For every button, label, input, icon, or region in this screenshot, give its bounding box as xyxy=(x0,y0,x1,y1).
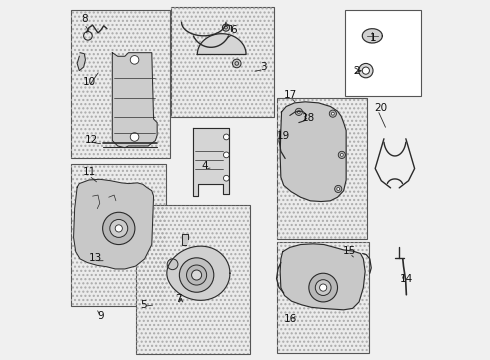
Text: 14: 14 xyxy=(400,274,413,284)
Circle shape xyxy=(223,134,229,140)
Circle shape xyxy=(309,273,338,302)
Text: 16: 16 xyxy=(284,314,297,324)
Circle shape xyxy=(335,185,342,193)
Bar xyxy=(277,242,368,353)
Text: 1: 1 xyxy=(370,33,377,43)
Circle shape xyxy=(297,111,300,113)
Circle shape xyxy=(222,24,230,31)
Circle shape xyxy=(362,67,369,74)
Polygon shape xyxy=(182,234,188,244)
Circle shape xyxy=(223,152,229,158)
Text: 6: 6 xyxy=(230,25,237,35)
Polygon shape xyxy=(280,244,365,310)
Text: 19: 19 xyxy=(277,131,291,141)
Circle shape xyxy=(130,133,139,141)
Circle shape xyxy=(115,225,122,232)
Polygon shape xyxy=(77,53,85,71)
Text: 2: 2 xyxy=(354,66,360,76)
Text: 4: 4 xyxy=(201,161,208,171)
Text: 20: 20 xyxy=(374,103,387,113)
Bar xyxy=(71,10,170,158)
Circle shape xyxy=(337,188,340,190)
Text: 13: 13 xyxy=(89,253,102,263)
Text: 12: 12 xyxy=(85,135,98,145)
Bar xyxy=(172,7,274,117)
Text: 3: 3 xyxy=(260,62,267,72)
Text: 7: 7 xyxy=(175,294,182,304)
Polygon shape xyxy=(363,29,382,43)
Text: 8: 8 xyxy=(81,14,88,24)
Circle shape xyxy=(110,220,128,237)
Circle shape xyxy=(192,270,201,280)
Circle shape xyxy=(319,284,327,291)
Circle shape xyxy=(359,63,373,78)
Bar xyxy=(277,242,368,353)
Text: 9: 9 xyxy=(98,311,104,320)
Polygon shape xyxy=(197,34,246,54)
Text: 15: 15 xyxy=(343,246,356,256)
Text: 18: 18 xyxy=(302,113,316,123)
Circle shape xyxy=(338,151,345,158)
Circle shape xyxy=(102,212,135,244)
Polygon shape xyxy=(280,102,346,202)
Circle shape xyxy=(341,153,343,156)
Bar xyxy=(71,164,166,306)
Text: 17: 17 xyxy=(284,90,297,100)
Bar xyxy=(277,98,367,239)
Polygon shape xyxy=(167,246,230,300)
Polygon shape xyxy=(112,53,157,148)
Circle shape xyxy=(223,175,229,181)
Circle shape xyxy=(232,59,241,68)
Bar xyxy=(136,205,250,354)
Text: 5: 5 xyxy=(141,300,147,310)
Polygon shape xyxy=(74,179,153,269)
Circle shape xyxy=(187,265,207,285)
Bar xyxy=(345,10,421,96)
Text: 10: 10 xyxy=(82,77,96,87)
Circle shape xyxy=(331,112,334,115)
Circle shape xyxy=(167,259,178,270)
Bar xyxy=(172,7,274,117)
Circle shape xyxy=(329,110,337,117)
Bar xyxy=(277,98,367,239)
Text: 11: 11 xyxy=(82,167,96,177)
Circle shape xyxy=(315,280,331,296)
Circle shape xyxy=(179,258,214,292)
Bar xyxy=(71,164,166,306)
Bar xyxy=(136,205,250,354)
Circle shape xyxy=(295,108,302,116)
Polygon shape xyxy=(193,128,229,196)
Circle shape xyxy=(130,55,139,64)
Bar xyxy=(71,10,170,158)
